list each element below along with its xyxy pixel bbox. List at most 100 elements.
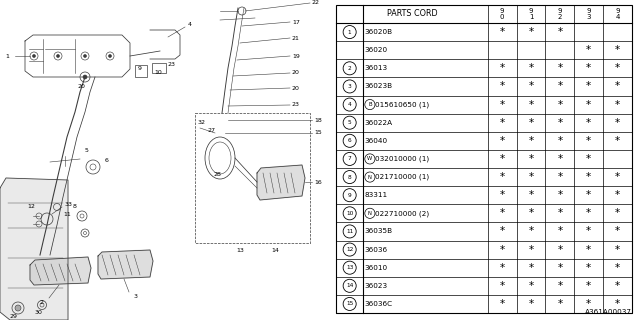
Text: *: *: [586, 136, 591, 146]
Text: 19: 19: [292, 53, 300, 59]
Text: 14: 14: [346, 283, 353, 288]
Text: 18: 18: [314, 117, 322, 123]
Text: 1: 1: [5, 53, 9, 59]
Text: *: *: [500, 136, 505, 146]
Text: *: *: [529, 299, 534, 309]
Text: *: *: [500, 172, 505, 182]
Text: *: *: [615, 63, 620, 73]
Text: *: *: [586, 190, 591, 200]
Text: 36023: 36023: [365, 283, 388, 289]
Text: 9
0: 9 0: [500, 8, 504, 20]
Polygon shape: [98, 250, 153, 279]
Text: *: *: [557, 27, 563, 37]
Text: 30: 30: [35, 310, 43, 316]
Text: *: *: [557, 299, 563, 309]
Text: *: *: [586, 244, 591, 255]
Text: 22: 22: [312, 1, 320, 5]
Text: *: *: [557, 63, 563, 73]
Text: 4: 4: [188, 22, 192, 28]
Text: *: *: [500, 263, 505, 273]
Text: *: *: [557, 227, 563, 236]
Text: 6: 6: [348, 138, 351, 143]
Text: 2: 2: [348, 66, 351, 71]
Text: 12: 12: [346, 247, 353, 252]
Polygon shape: [30, 257, 91, 285]
Text: 9: 9: [348, 193, 351, 198]
Text: 3: 3: [348, 84, 351, 89]
Text: 36023B: 36023B: [365, 84, 393, 89]
Text: *: *: [615, 81, 620, 92]
Text: *: *: [529, 81, 534, 92]
Text: 32: 32: [198, 121, 206, 125]
Polygon shape: [257, 165, 305, 200]
Circle shape: [15, 305, 21, 311]
Text: *: *: [500, 190, 505, 200]
Text: 36035B: 36035B: [365, 228, 393, 235]
Text: 032010000 (1): 032010000 (1): [376, 156, 429, 162]
Text: *: *: [529, 263, 534, 273]
Text: B: B: [368, 102, 372, 107]
Text: *: *: [557, 154, 563, 164]
Text: *: *: [586, 281, 591, 291]
Text: 015610650 (1): 015610650 (1): [376, 101, 429, 108]
Text: A361A00037: A361A00037: [585, 309, 632, 315]
Text: *: *: [557, 190, 563, 200]
Text: 021710000 (1): 021710000 (1): [376, 174, 429, 180]
Text: *: *: [500, 244, 505, 255]
Text: *: *: [529, 208, 534, 218]
Circle shape: [83, 54, 86, 58]
Text: *: *: [529, 190, 534, 200]
Text: 28: 28: [213, 172, 221, 178]
Text: 36013: 36013: [365, 65, 388, 71]
Text: 9
2: 9 2: [557, 8, 562, 20]
Text: *: *: [586, 100, 591, 109]
Polygon shape: [0, 178, 68, 320]
Text: 15: 15: [314, 131, 322, 135]
Text: *: *: [557, 244, 563, 255]
Text: 23: 23: [292, 102, 300, 108]
Text: *: *: [500, 100, 505, 109]
Text: *: *: [586, 63, 591, 73]
Text: *: *: [586, 263, 591, 273]
Text: 12: 12: [27, 204, 35, 210]
Text: *: *: [557, 208, 563, 218]
Text: *: *: [500, 154, 505, 164]
Text: 2: 2: [39, 300, 43, 305]
Text: *: *: [586, 81, 591, 92]
Text: 3: 3: [134, 293, 138, 299]
Text: 36010: 36010: [365, 265, 388, 271]
Text: *: *: [500, 27, 505, 37]
Text: 21: 21: [292, 36, 300, 41]
Text: *: *: [615, 299, 620, 309]
Text: *: *: [500, 118, 505, 128]
Text: PARTS CORD: PARTS CORD: [387, 10, 437, 19]
Text: 7: 7: [348, 156, 351, 161]
Text: *: *: [529, 118, 534, 128]
Text: *: *: [615, 263, 620, 273]
Text: 15: 15: [346, 301, 353, 307]
Text: 9
4: 9 4: [615, 8, 620, 20]
Text: *: *: [615, 45, 620, 55]
Text: *: *: [500, 281, 505, 291]
Bar: [135, 65, 147, 77]
Text: *: *: [615, 190, 620, 200]
Text: 20: 20: [77, 84, 85, 90]
Text: *: *: [615, 100, 620, 109]
Text: N: N: [368, 211, 372, 216]
Text: 10: 10: [154, 70, 162, 76]
Text: *: *: [615, 136, 620, 146]
Text: *: *: [615, 244, 620, 255]
Text: *: *: [529, 281, 534, 291]
Text: 4: 4: [348, 102, 351, 107]
Text: *: *: [586, 172, 591, 182]
Text: 27: 27: [207, 129, 215, 133]
Text: *: *: [500, 299, 505, 309]
Text: 36020B: 36020B: [365, 29, 393, 35]
Text: *: *: [500, 81, 505, 92]
Circle shape: [56, 54, 60, 58]
Circle shape: [33, 54, 35, 58]
Text: *: *: [529, 63, 534, 73]
Text: 6: 6: [105, 157, 109, 163]
Text: *: *: [615, 281, 620, 291]
Text: *: *: [529, 27, 534, 37]
